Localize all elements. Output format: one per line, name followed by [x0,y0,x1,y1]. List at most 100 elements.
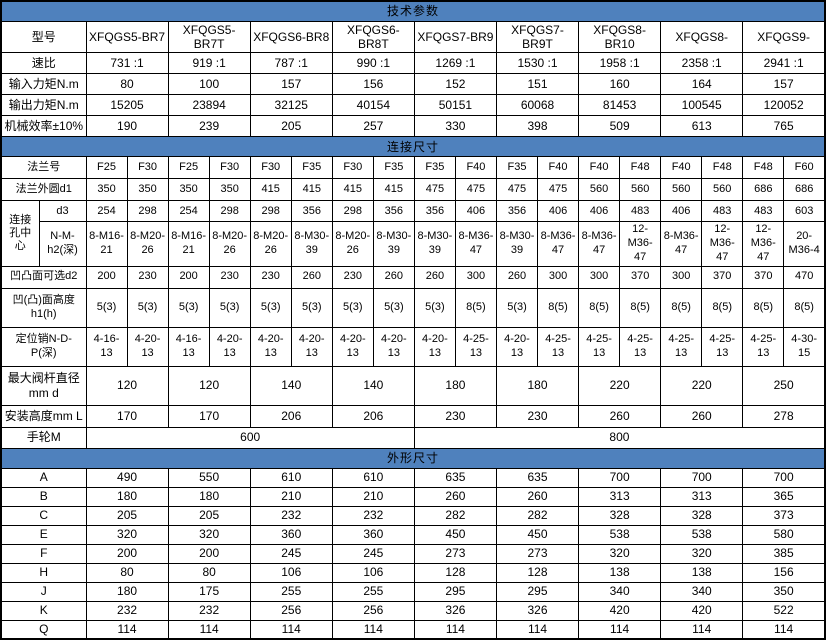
value-cell: XFQGS7-BR9 [413,20,497,54]
value-cell: 560 [660,178,703,202]
value-cell: 128 [413,562,497,583]
value-cell: 298 [331,200,374,223]
value-cell: 232 [331,505,415,526]
value-cell: F25 [167,156,210,180]
value-cell: 340 [660,581,744,602]
table-row-dim-j: J 180 175 255 255 295 295 340 340 350 [0,581,826,602]
value-cell: 5(3) [495,287,539,328]
value-cell: XFQGS6-BR8T [331,20,415,54]
value-cell: 4-20-13 [208,326,251,367]
table-row-flange-no: 法兰号 F25 F30 F25 F30 F30 F35 F30 F35 F35 F40 F35 F40… [0,156,826,180]
row-label: 型号 [0,20,87,54]
table-row-nmh2: N-M-h2(深) 8-M16-21 8-M20-26 8-M16-21 8-M20-… [1,221,826,267]
row-label: 定位销N-D-P(深) [0,326,87,367]
value-cell: 550 [167,467,251,488]
table-row-h1: 凹(凸)面高度h1(h) 5(3) 5(3) 5(3) 5(3) 5(3) 5(3) 5(3… [0,287,826,328]
value-cell: 170 [167,404,251,428]
value-cell: 4-20-13 [249,326,292,367]
row-label: 法兰号 [0,156,87,180]
value-cell: 8-M30-39 [372,221,415,267]
row-label: 输出力矩N.m [0,94,87,117]
row-label: 输入力矩N.m [0,73,87,96]
row-sublabel: d3 [38,200,87,223]
value-cell: 373 [742,505,826,526]
value-cell: 157 [249,73,333,96]
value-cell: 120052 [742,94,826,117]
section-banner-overall: 外形尺寸 [0,447,826,469]
value-cell: 106 [331,562,415,583]
value-cell: 170 [85,404,169,428]
value-cell: 206 [331,404,415,428]
value-cell: 232 [167,600,251,621]
value-cell: F35 [372,156,415,180]
value-cell: F40 [578,156,621,180]
value-cell: 731 :1 [85,52,169,75]
value-cell: 8-M20-26 [249,221,292,267]
table-row-model: 型号 XFQGS5-BR7 XFQGS5-BR7T XFQGS6-BR8 XFQGS6… [0,20,826,54]
table-row-dim-c: C 205 205 232 232 282 282 328 328 373 [0,505,826,526]
value-cell: 5(3) [208,287,251,328]
value-cell: 360 [249,524,333,545]
value-cell: 60068 [495,94,580,117]
value-cell: 1530 :1 [495,52,580,75]
value-cell: F40 [537,156,580,180]
value-cell: 406 [578,200,621,223]
value-cell: 256 [249,600,333,621]
value-cell: 260 [660,404,744,428]
table-row-mount-height: 安装高度mm L 170 170 206 206 230 230 260 260 278 [0,404,826,428]
value-cell: 180 [85,581,169,602]
value-cell: 1269 :1 [413,52,497,75]
value-cell: 365 [742,486,826,507]
row-label: H [0,562,87,583]
row-label: 手轮M [0,426,87,449]
value-cell: 138 [660,562,744,583]
value-cell: 205 [85,505,169,526]
value-cell: 8-M20-26 [126,221,169,267]
value-cell: 370 [619,265,662,289]
value-cell: 490 [85,467,169,488]
value-cell: F25 [85,156,128,180]
value-cell: 245 [249,543,333,564]
value-cell: 230 [126,265,169,289]
value-cell: 273 [413,543,497,564]
value-cell: 4-16-13 [167,326,210,367]
value-cell: 255 [331,581,415,602]
value-cell: 610 [331,467,415,488]
value-cell: 175 [167,581,251,602]
table-row-pin: 定位销N-D-P(深) 4-16-13 4-20-13 4-16-13 4-20-13… [0,326,826,367]
value-cell: 8-M16-21 [167,221,210,267]
value-cell: 5(3) [290,287,333,328]
value-cell: 919 :1 [167,52,251,75]
value-cell: 8-M36-47 [454,221,497,267]
value-cell: 350 [742,581,826,602]
value-cell: XFQGS6-BR8 [249,20,333,54]
section-title: 技术参数 [0,0,826,22]
value-cell: 114 [413,619,497,640]
value-cell: 220 [578,365,662,406]
row-label: 安装高度mm L [0,404,87,428]
value-cell: 106 [249,562,333,583]
value-cell: 282 [495,505,580,526]
table-row-flange-od: 法兰外圆d1 350 350 350 350 415 415 415 415 475 475 475… [0,178,826,202]
value-cell: 4-25-13 [619,326,662,367]
value-cell: 350 [85,178,128,202]
value-cell: 164 [660,73,744,96]
value-cell: 260 [372,265,415,289]
value-cell: 254 [85,200,128,223]
value-cell: 2358 :1 [660,52,744,75]
section-title: 外形尺寸 [0,447,826,469]
value-cell: 4-30-15 [783,326,826,367]
value-cell: 12-M36-47 [619,221,662,267]
value-cell: 313 [578,486,662,507]
table-row-dim-k: K 232 232 256 256 326 326 420 420 522 [0,600,826,621]
value-cell: 320 [167,524,251,545]
value-cell: 4-20-13 [126,326,169,367]
row-label: 凹凸面可选d2 [0,265,87,289]
value-cell: 114 [85,619,169,640]
value-cell: F40 [660,156,703,180]
value-cell: 4-25-13 [701,326,744,367]
value-cell: 328 [578,505,662,526]
value-cell: 8-M36-47 [537,221,580,267]
value-cell: 700 [742,467,826,488]
value-cell: 450 [413,524,497,545]
